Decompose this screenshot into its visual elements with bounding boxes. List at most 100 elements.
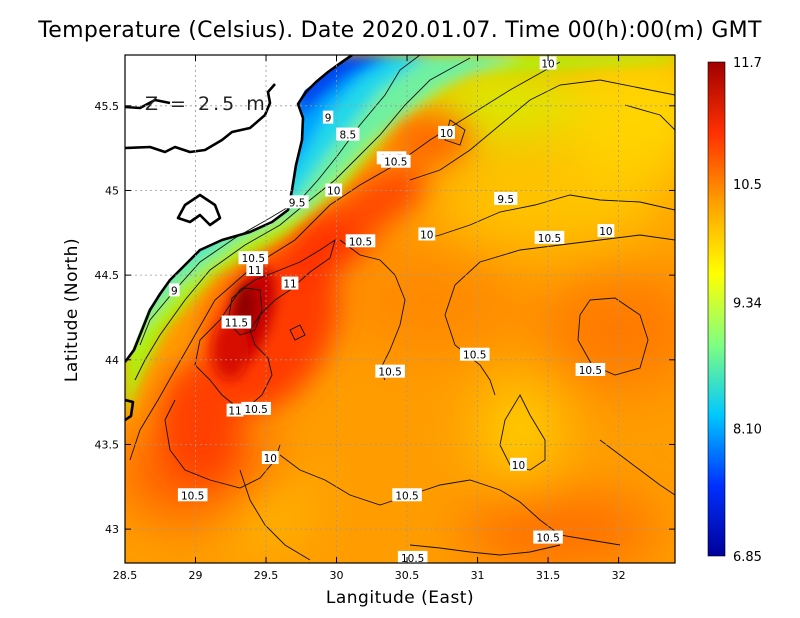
contour-label-text: 10: [327, 185, 340, 197]
x-axis-ticks: 28.5 29 29.5 30 30.5 31 31.5 32: [113, 55, 626, 582]
land-mask: [125, 55, 352, 362]
contour-label-box: [375, 364, 405, 378]
contour-label-text: 8.5: [339, 130, 356, 142]
contour-label: 11: [281, 276, 299, 291]
contour-label-box: [322, 110, 334, 124]
colorbar-label: 9.34: [733, 296, 762, 311]
contour-label-text: 10.5: [538, 233, 561, 245]
contour-label: 10.5: [534, 230, 565, 245]
contour-label-box: [534, 230, 565, 244]
contour-label: 10.5: [575, 362, 606, 377]
contour-label-text: 10.5: [349, 236, 372, 248]
contour-label-box: [226, 403, 244, 417]
x-tick-label: 29.5: [254, 569, 279, 582]
contour-label-text: 11: [248, 265, 261, 277]
contour-label-text: 10.5: [401, 553, 424, 565]
contour-label-box: [336, 127, 360, 141]
y-tick-label: 43.5: [95, 438, 120, 451]
x-tick-label: 31: [471, 569, 485, 582]
contour-label-box: [438, 125, 455, 139]
contour-label-box: [392, 488, 422, 502]
colorbar-label: 11.7: [733, 56, 762, 71]
contour-label: 10.5: [177, 488, 208, 502]
contour-label-box: [575, 362, 606, 376]
x-tick-label: 30.5: [395, 569, 420, 582]
contour-label-box: [241, 401, 271, 415]
coastline: [125, 55, 353, 422]
contour-label-box: [459, 347, 490, 361]
contour-label-text: 10.5: [395, 490, 418, 502]
contour-label-box: [510, 457, 527, 471]
x-tick-label: 30: [330, 569, 344, 582]
contour-label: 10.5: [375, 364, 405, 379]
contour-label: 11: [226, 403, 244, 418]
x-tick-label: 32: [612, 569, 626, 582]
y-tick-label: 45: [105, 184, 119, 197]
contour-label-text: 11: [283, 279, 296, 291]
contour-label-text: 10: [512, 460, 525, 472]
y-tick-label: 44.5: [95, 269, 120, 282]
contour-label: 10: [418, 227, 436, 241]
x-tick-label: 29: [189, 569, 203, 582]
contour-label: 8.5: [336, 127, 360, 142]
contour-label-box: [221, 315, 252, 329]
contour-label-box: [325, 183, 343, 197]
x-axis-label: Langitude (East): [325, 588, 475, 608]
contour-label-text: 10: [599, 226, 612, 238]
contour-label-box: [345, 234, 376, 248]
contour-label-text: 11.5: [225, 318, 248, 330]
y-tick-label: 44: [105, 354, 119, 367]
contour-label: 10.5: [533, 530, 563, 545]
contour-label: 10: [438, 125, 455, 140]
contour-label-box: [238, 251, 269, 265]
contour-label-box: [281, 276, 299, 290]
contour-label-text: 10: [541, 58, 554, 70]
contour-label: 11: [246, 263, 264, 277]
contour-label-text: 10.5: [378, 367, 401, 379]
contour-label: 10: [510, 457, 527, 472]
contour-label-box: [285, 195, 309, 209]
contour-label: 9.5: [285, 195, 309, 209]
contour-label-box: [246, 263, 264, 277]
contour-label: 11.5: [221, 315, 252, 330]
contour-label: 9: [322, 110, 334, 125]
contour-label: 9: [169, 283, 180, 297]
contour-label-box: [539, 56, 557, 70]
contour-label: 10.5: [345, 234, 376, 248]
colorbar: [707, 61, 726, 557]
y-tick-label: 45.5: [95, 100, 120, 113]
contour-label-text: 9.5: [289, 197, 306, 209]
contour-label-text: 10: [420, 229, 433, 241]
contour-label-box: [397, 550, 428, 563]
contour-label: 10.5: [397, 550, 428, 565]
plot-frame: [124, 54, 676, 564]
contour-label-text: 10: [440, 128, 453, 140]
contour-label: 10: [539, 56, 557, 70]
contour-label-text: 10.5: [244, 404, 267, 416]
contour-label-text: 10.5: [242, 253, 265, 265]
contour-label-box: [418, 227, 436, 241]
contour-labels: 10 9 8.5 10 10.5 10.5 10 9.5 9.5 10 10 10.5 10.5 10.5…: [169, 56, 615, 565]
y-tick-label: 43: [105, 523, 119, 536]
contour-label: 10.5: [238, 251, 269, 265]
contour-label-text: 10.5: [384, 157, 407, 169]
x-tick-label: 28.5: [113, 569, 138, 582]
depth-label: Z = 2.5 m: [145, 93, 268, 115]
chart-title: Temperature (Celsius). Date 2020.01.07. …: [38, 18, 762, 43]
contour-label-text: 10.5: [536, 533, 559, 545]
contour-label-box: [261, 451, 279, 465]
contour-label-box: [533, 530, 563, 544]
contour-label-box: [169, 283, 180, 297]
contour-label-text: 10.5: [579, 365, 602, 377]
colorbar-labels: 11.7 10.5 9.34 8.10 6.85: [733, 56, 762, 565]
contour-label-box: [597, 224, 615, 238]
contour-label-text: 10: [264, 453, 277, 465]
contour-label: 10.5: [459, 347, 490, 362]
contour-label: 10: [597, 224, 615, 238]
contour-label-text: 11: [228, 406, 241, 418]
colorbar-label: 8.10: [733, 423, 762, 438]
contour-label-text: 9.5: [497, 194, 514, 206]
contour-label-box: [380, 154, 411, 168]
contour-label: 10.5: [392, 488, 422, 502]
